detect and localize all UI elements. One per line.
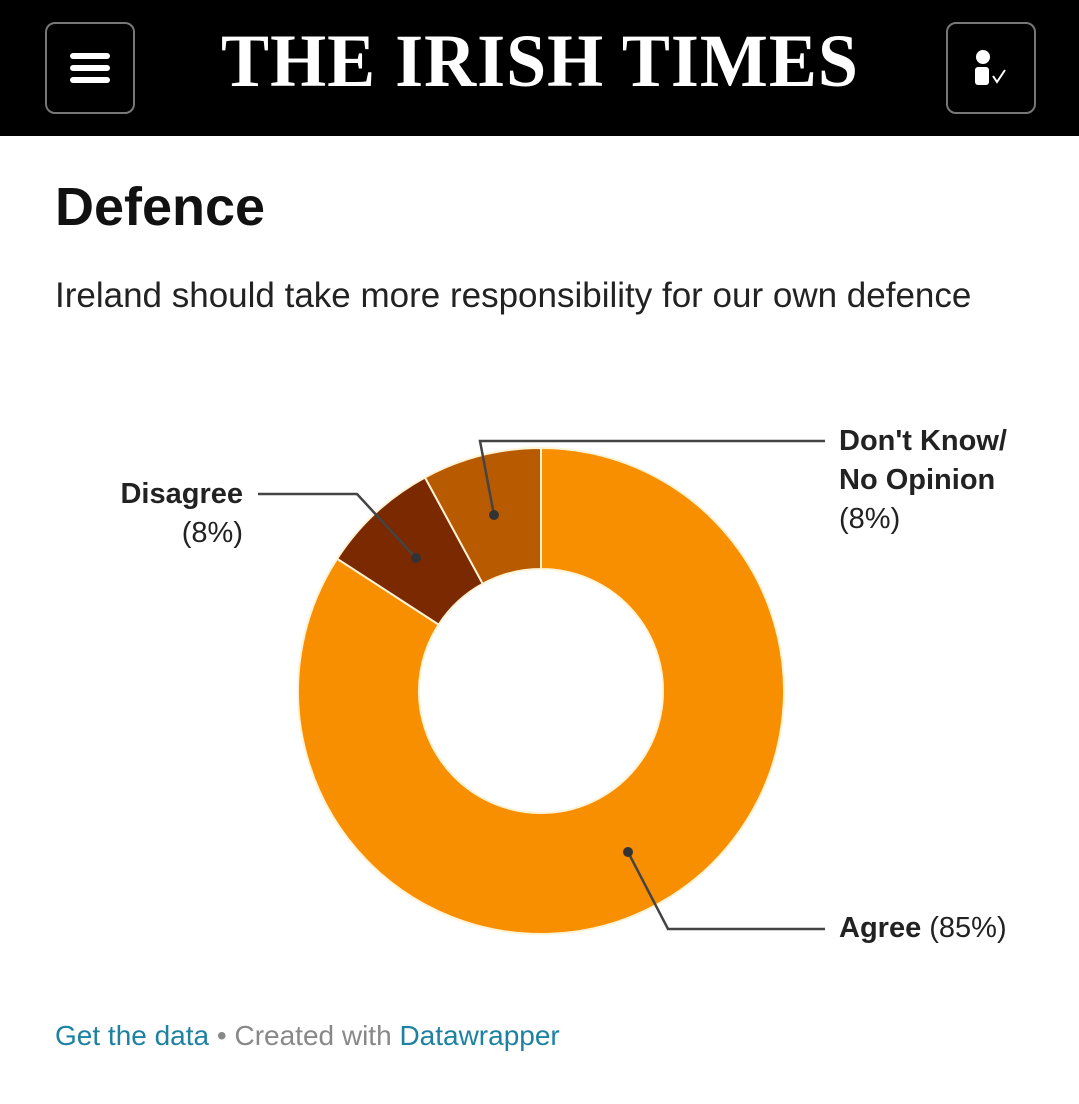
label-agree: Agree (85%) (839, 909, 1007, 948)
chart-subtitle: Ireland should take more responsibility … (55, 276, 972, 315)
label-agree-name: Agree (839, 912, 922, 944)
site-logo[interactable]: THE IRISH TIMES (221, 18, 859, 103)
leader-dot-dont-know (489, 510, 499, 520)
leader-line-agree (626, 851, 825, 931)
slice-agree (297, 446, 785, 935)
footer-separator: • Created with (209, 1020, 400, 1051)
site-header: THE IRISH TIMES (0, 0, 1079, 136)
label-disagree-name: Disagree (120, 478, 243, 510)
label-dont-know-value: (8%) (839, 503, 901, 535)
get-data-link[interactable]: Get the data (55, 1020, 210, 1051)
donut-chart (258, 439, 825, 935)
leader-dot-agree (623, 847, 633, 857)
label-dont-know-line2: No Opinion (839, 464, 996, 496)
label-dont-know: Don't Know/ No Opinion (8%) (839, 422, 1007, 539)
label-disagree-value: (8%) (181, 517, 243, 549)
leader-dot-disagree (411, 553, 421, 563)
hamburger-icon (70, 53, 110, 83)
menu-button[interactable] (45, 22, 135, 114)
chart-footer: Get the data • Created with Datawrapper (55, 1020, 560, 1052)
leader-line-disagree (258, 492, 417, 559)
datawrapper-link[interactable]: Datawrapper (399, 1020, 560, 1051)
slice-dont-know (423, 446, 542, 586)
account-button[interactable] (946, 22, 1036, 114)
leader-line-dont-know (478, 439, 825, 516)
user-check-icon (975, 50, 1006, 85)
label-disagree: Disagree (8%) (110, 475, 243, 553)
label-agree-value: (85%) (929, 912, 1007, 944)
label-dont-know-line1: Don't Know/ (839, 425, 1007, 457)
chart-title: Defence (55, 177, 266, 237)
